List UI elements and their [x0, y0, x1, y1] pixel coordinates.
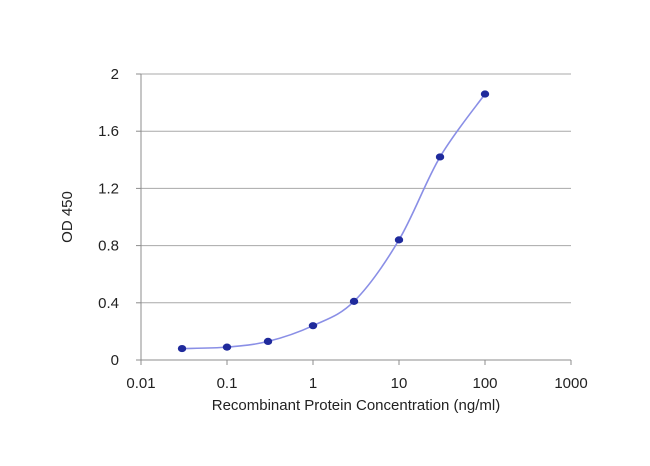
- x-tick-label: 10: [391, 375, 408, 392]
- data-point: [177, 344, 187, 353]
- y-tick-label: 2: [111, 66, 119, 83]
- y-tick-label: 1.6: [98, 123, 119, 140]
- data-point: [349, 297, 359, 305]
- x-tick-label: 1: [309, 375, 317, 392]
- axes: [136, 73, 572, 365]
- x-tick-labels: 0.01 0.1 1 10 100 1000: [126, 375, 587, 392]
- data-point: [435, 153, 445, 161]
- y-tick-label: 0.4: [98, 295, 119, 312]
- y-tick-label: 0.8: [98, 238, 119, 255]
- grid-lines: [141, 73, 571, 304]
- x-tick-label: 100: [472, 375, 497, 392]
- data-point: [222, 343, 232, 351]
- y-tick-label: 1.2: [98, 180, 119, 197]
- x-tick-label: 0.1: [217, 375, 238, 392]
- data-point: [394, 236, 404, 244]
- y-axis-title: OD 450: [59, 191, 76, 243]
- plot-area: [141, 74, 571, 360]
- y-tick-label: 0: [111, 352, 119, 369]
- x-axis-title: Recombinant Protein Concentration (ng/ml…: [212, 397, 500, 414]
- data-markers: [177, 90, 490, 353]
- x-tick-label: 0.01: [126, 375, 155, 392]
- data-point: [480, 90, 490, 98]
- data-point: [308, 322, 318, 330]
- x-tick-label: 1000: [554, 375, 587, 392]
- data-point: [263, 337, 273, 346]
- y-tick-labels: 0 0.4 0.8 1.2 1.6 2: [98, 66, 119, 369]
